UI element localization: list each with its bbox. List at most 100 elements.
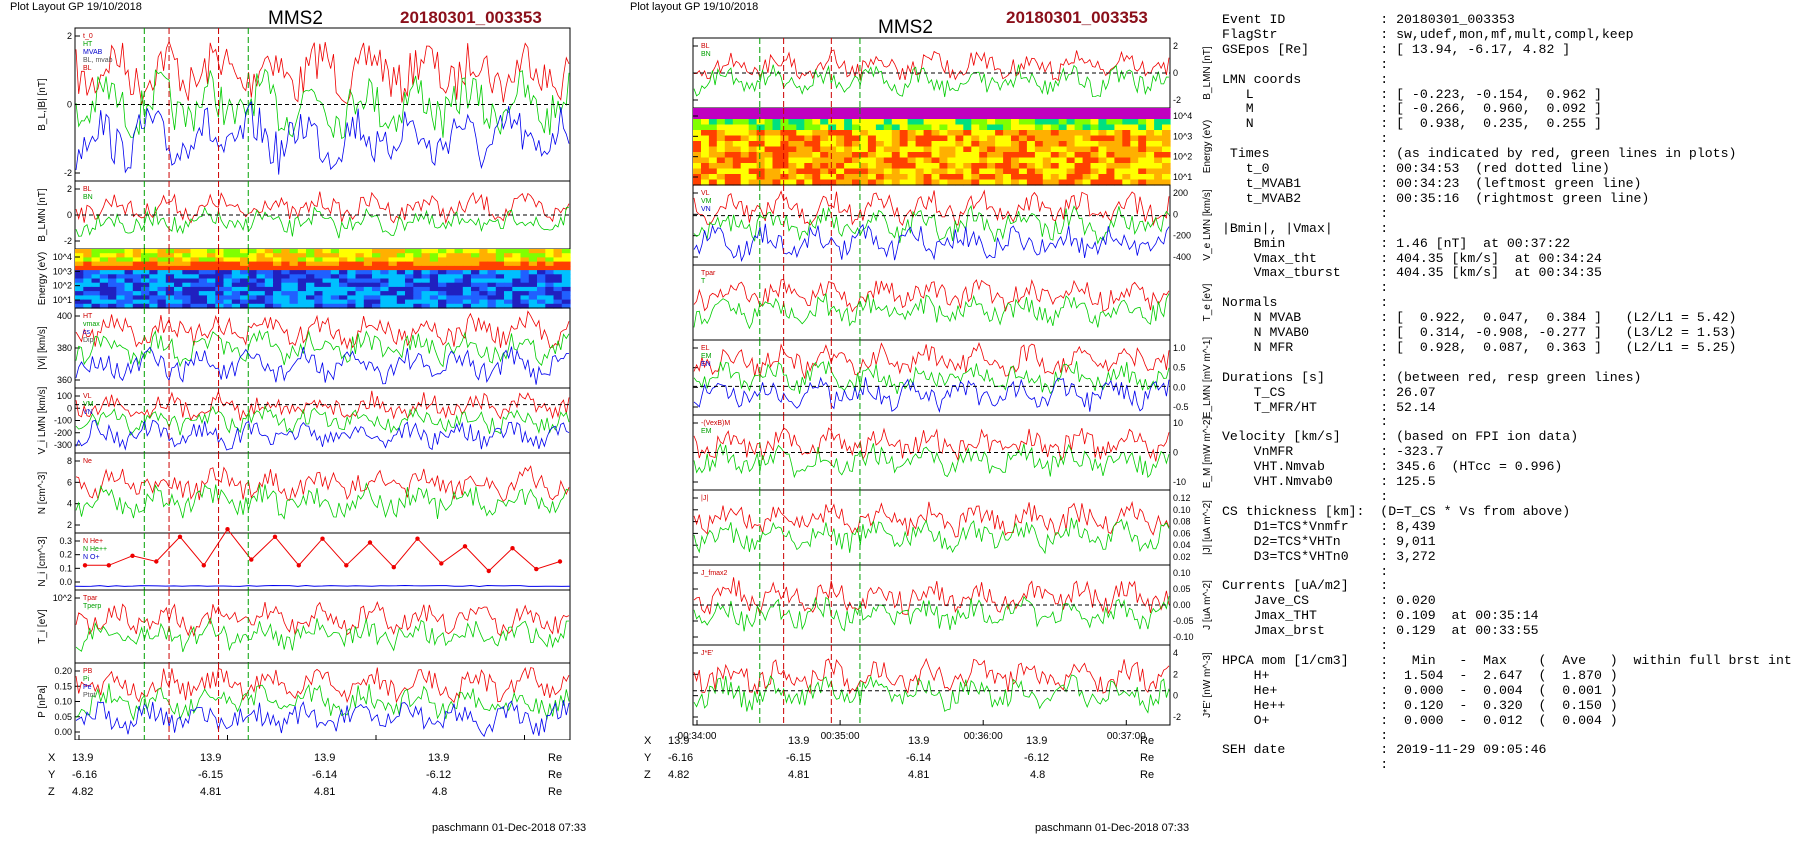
spectrogram-cell <box>1018 163 1028 170</box>
spectrogram-cell <box>429 270 439 275</box>
spectrogram-cell <box>1058 179 1068 186</box>
y-tick-label: 0.02 <box>1173 552 1191 562</box>
spectrogram-cell <box>1138 174 1147 181</box>
spectrogram-cell <box>75 299 84 305</box>
y-axis-label: J*E' [nW m^-3] <box>1202 652 1213 718</box>
spectrogram-cell <box>462 299 472 305</box>
spectrogram-cell <box>995 135 1004 142</box>
spectrogram-cell <box>157 299 167 305</box>
series-line <box>85 528 561 572</box>
spectrogram-cell <box>724 174 734 181</box>
pos-label: Z <box>48 786 55 798</box>
spectrogram-cell <box>504 261 513 267</box>
spectrogram-cell <box>724 135 734 142</box>
spectrogram-cell <box>1034 179 1044 186</box>
series-line <box>693 360 1170 395</box>
spectrogram-cell <box>396 282 406 288</box>
info-line: t_0 : 00:34:53 (red dotted line) <box>1222 161 1610 177</box>
spectrogram-cell <box>939 157 948 164</box>
spectrogram-cell <box>812 157 821 164</box>
spectrogram-cell <box>83 291 93 296</box>
x-tick-label: 00:37:00 <box>1107 731 1146 740</box>
spectrogram-cell <box>788 146 797 153</box>
spectrogram-cell <box>306 270 315 275</box>
spectrogram-cell <box>1098 130 1107 137</box>
spectrogram-cell <box>545 295 555 301</box>
spectrogram-cell <box>306 265 315 271</box>
legend-entry: PB <box>83 668 93 675</box>
spectrogram-cell <box>297 303 307 309</box>
spectrogram-cell <box>820 157 829 164</box>
spectrogram-cell <box>355 257 365 263</box>
spectrogram-cell <box>979 163 988 170</box>
spectrogram-cell <box>971 157 980 164</box>
spectrogram-cell <box>1011 152 1020 159</box>
spectrogram-cell <box>330 299 340 305</box>
spectrogram-cell <box>1122 119 1131 126</box>
spectrogram-cell <box>931 141 941 148</box>
y-tick-label: 10^2 <box>53 593 72 603</box>
spectrogram-cell <box>231 291 241 296</box>
spectrogram-cell <box>240 303 249 309</box>
spectrogram-cell <box>788 174 797 181</box>
spectrogram-cell <box>724 179 734 186</box>
spectrogram-cell <box>165 278 175 284</box>
y-tick-label: 0.04 <box>1173 540 1191 550</box>
spectrogram-cell <box>804 157 813 164</box>
spectrogram-cell <box>963 168 972 175</box>
y-axis-label: V_i LMN [km/s] <box>37 386 48 454</box>
spectrogram-cell <box>1162 119 1171 126</box>
series-line <box>693 341 1170 379</box>
spectrogram-cell <box>537 295 546 301</box>
spectrogram-cell <box>198 265 208 271</box>
spectrogram-cell <box>1042 113 1052 120</box>
legend-entry: BL <box>83 186 92 193</box>
spectrogram-cell <box>240 295 249 301</box>
spectrogram-cell <box>264 286 274 292</box>
spectrogram-cell <box>788 168 797 175</box>
spectrogram-cell <box>748 113 758 120</box>
spectrogram-cell <box>1106 174 1115 181</box>
spectrogram-cell <box>471 253 480 258</box>
spectrogram-cell <box>330 257 340 263</box>
spectrogram-cell <box>1106 157 1115 164</box>
spectrogram-cell <box>83 299 93 305</box>
spectrogram-cell <box>471 274 480 280</box>
spectrogram-cell <box>454 265 464 271</box>
spectrogram-cell <box>240 270 249 275</box>
spectrogram-cell <box>537 249 546 254</box>
spectrogram-cell <box>995 179 1004 186</box>
spectrogram-cell <box>931 157 941 164</box>
spectrogram-cell <box>891 174 901 181</box>
spectrogram-cell <box>207 299 216 305</box>
spectrogram-cell <box>487 303 497 309</box>
spectrogram-cell <box>923 141 933 148</box>
spectrogram-cell <box>339 274 348 280</box>
spectrogram-cell <box>405 291 414 296</box>
spectrogram-cell <box>256 278 266 284</box>
spectrogram-cell <box>828 135 837 142</box>
info-line: Vmax_tburst : 404.35 [km/s] at 00:34:35 <box>1222 265 1602 281</box>
spectrogram-cell <box>1050 135 1060 142</box>
pos-value: 13.9 <box>668 735 690 747</box>
spectrogram-cell <box>1074 152 1084 159</box>
spectrogram-cell <box>165 303 175 309</box>
spectrogram-cell <box>1122 168 1131 175</box>
panel-frame <box>74 532 571 591</box>
spectrogram-cell <box>1003 163 1012 170</box>
spectrogram-cell <box>446 261 456 267</box>
spectrogram-cell <box>732 168 742 175</box>
spectrogram-cell <box>828 108 837 115</box>
spectrogram-cell <box>355 265 365 271</box>
spectrogram-cell <box>756 108 766 115</box>
spectrogram-cell <box>165 270 175 275</box>
spectrogram-cell <box>1146 146 1155 153</box>
spectrogram-cell <box>955 113 964 120</box>
spectrogram-cell <box>388 295 398 301</box>
spectrogram-cell <box>75 265 84 271</box>
spectrogram-cell <box>859 168 869 175</box>
spectrogram-cell <box>867 179 877 186</box>
spectrogram-cell <box>528 295 538 301</box>
legend-entry: vmax <box>83 321 100 328</box>
spectrogram-cell <box>1130 108 1139 115</box>
